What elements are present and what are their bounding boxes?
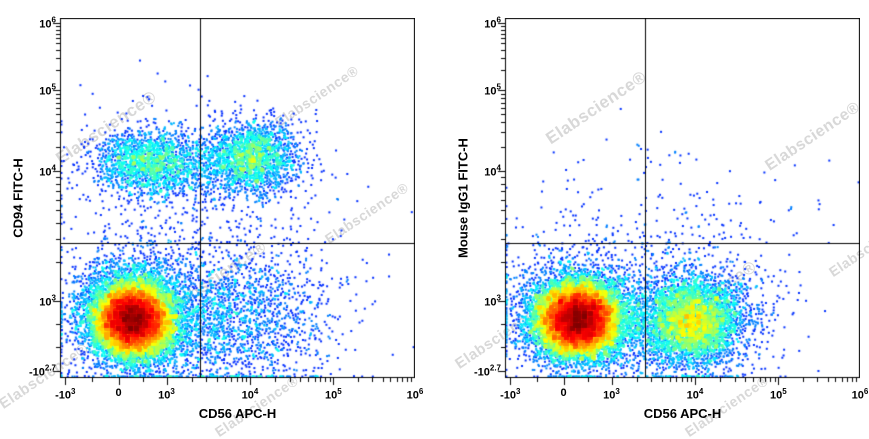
x-tick-label: 0 [115, 387, 122, 399]
x-tick-label: -103 [55, 387, 76, 402]
y-tick-label: 106 [484, 16, 501, 31]
x-tick-label: 105 [769, 387, 787, 402]
y-tick-label: 105 [39, 82, 56, 98]
flow-plot-panel-left: CD94 FITC-H CD56 APC-H -103 0 103 104 105 106… [0, 0, 434, 439]
x-tick-label: 105 [324, 387, 342, 402]
x-axis-title-left: CD56 APC-H [198, 406, 277, 421]
y-axis-title-left: CD94 FITC-H [10, 158, 26, 238]
y-tick-label: 105 [484, 82, 501, 98]
x-tick-label: 103 [603, 387, 620, 402]
x-tick-label: -103 [500, 387, 521, 402]
y-tick-label: 104 [39, 163, 56, 179]
y-tick-label: 104 [484, 163, 501, 179]
density-plot-canvas-left [52, 18, 415, 386]
y-tick-label: 106 [39, 16, 56, 31]
x-tick-label: 106 [406, 387, 424, 402]
y-axis-title-right: Mouse IgG1 FITC-H [455, 138, 471, 258]
y-tick-label: -102.7 [473, 363, 501, 379]
density-plot-canvas-right [497, 18, 860, 386]
y-tick-label: -102.7 [28, 363, 56, 379]
y-tick-label: 103 [39, 293, 56, 308]
x-tick-label: 104 [686, 387, 704, 402]
flow-plot-panel-right: Mouse IgG1 FITC-H CD56 APC-H -103 0 103 104… [435, 0, 869, 439]
x-tick-label: 103 [158, 387, 175, 402]
x-axis-title-right: CD56 APC-H [643, 406, 722, 421]
x-tick-label: 104 [241, 387, 259, 402]
x-tick-label: 106 [851, 387, 869, 402]
x-tick-label: 0 [560, 387, 567, 399]
y-tick-label: 103 [484, 293, 501, 308]
